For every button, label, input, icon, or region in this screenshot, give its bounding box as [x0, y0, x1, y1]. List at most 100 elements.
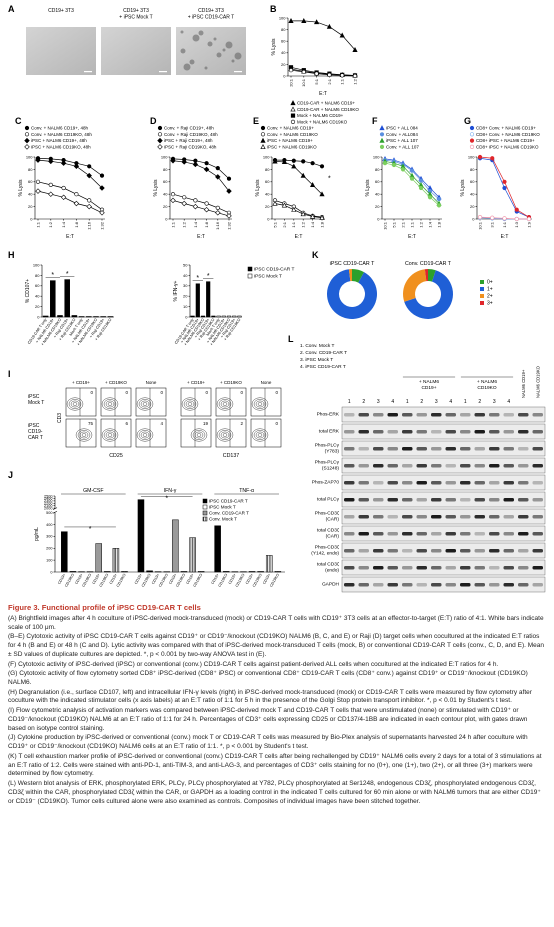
contour — [75, 428, 93, 442]
x-tick-label: 1:2 — [418, 221, 423, 227]
band — [431, 498, 442, 502]
y-tick-label: 0 — [50, 570, 52, 574]
image-caption: CD19+ 3T3 — [198, 8, 224, 14]
percentage: 0 — [205, 390, 208, 395]
contour-plot — [250, 418, 282, 448]
y-tick-label: 80 — [375, 167, 380, 172]
column-header: + CD19+ — [187, 380, 205, 385]
contour-plot — [135, 418, 167, 448]
row-label: (Y142, endo) — [311, 550, 339, 556]
y-tick-label: 60 — [28, 179, 33, 184]
contour — [70, 400, 80, 408]
column-header: None — [261, 380, 272, 385]
bar — [78, 316, 85, 318]
blot-strip — [341, 542, 546, 559]
x-tick-label: 1:3 — [514, 221, 519, 227]
marker — [260, 125, 266, 131]
caption-paragraph: (A) Brightfield images after 4 h cocultu… — [8, 614, 544, 631]
band — [445, 549, 456, 553]
contour — [101, 428, 119, 442]
cell-cluster — [213, 37, 217, 41]
legend-label: CD8+ Conv. + NALM6 CD19KO — [476, 132, 540, 137]
image-caption: CD19+ 3T3 — [123, 8, 149, 14]
band — [503, 532, 514, 536]
band — [518, 498, 529, 502]
cell-cluster — [207, 41, 213, 47]
contour — [257, 433, 263, 437]
contour — [220, 431, 230, 439]
x-tick-label: CD19+ — [185, 573, 194, 585]
band — [358, 430, 369, 434]
panel-label: H — [8, 250, 15, 260]
panel-label: I — [8, 369, 11, 379]
bar — [248, 571, 256, 573]
band — [503, 566, 514, 570]
y-tick-label: 100 — [279, 15, 286, 20]
panel-label: B — [270, 4, 277, 14]
marker — [170, 197, 176, 204]
band — [474, 464, 485, 468]
y-tick-label: 50 — [183, 262, 188, 267]
y-tick-label: 10 — [183, 304, 188, 309]
marker — [514, 207, 519, 212]
y-tick-label: 40 — [265, 192, 270, 197]
band — [489, 515, 500, 519]
band — [489, 498, 500, 502]
caption-paragraph: (H) Degranulation (i.e., surface CD107, … — [8, 688, 532, 705]
legend-label: CD19-CAR + NALM6 CD19KO — [297, 107, 359, 112]
y-tick-label: 2300 — [44, 499, 52, 503]
marker — [74, 192, 79, 197]
key-line: 4. iPSC CD19-CAR T — [300, 364, 346, 370]
blot-strip — [341, 491, 546, 508]
caption-paragraph: (L) Western blot analysis of ERK, phosph… — [8, 779, 541, 805]
band — [460, 532, 471, 536]
band — [474, 413, 485, 417]
contour — [218, 430, 232, 440]
row-label: Phos-ERK — [317, 412, 340, 418]
band — [445, 430, 456, 434]
bar — [222, 571, 230, 573]
cell-cluster — [189, 59, 195, 65]
contour — [222, 402, 228, 406]
band — [503, 498, 514, 502]
y-tick-label: 80 — [265, 167, 270, 172]
band — [373, 413, 384, 417]
band — [460, 566, 471, 570]
y-tick-label: 0 — [377, 216, 380, 221]
column-header: None — [146, 380, 157, 385]
legend-label: CD19-CAR + NALM6 CD19+ — [297, 101, 355, 106]
column-header: + CD19+ — [72, 380, 90, 385]
lane-number: 3 — [493, 399, 496, 405]
band — [416, 447, 427, 451]
band — [445, 515, 456, 519]
band — [358, 549, 369, 553]
bar — [232, 315, 237, 318]
contour — [253, 430, 267, 440]
percentage: 0 — [160, 390, 163, 395]
marker — [418, 178, 424, 183]
band — [460, 413, 471, 417]
band — [518, 549, 529, 553]
x-tick-label: 1:2 — [182, 221, 187, 227]
band — [402, 464, 413, 468]
image-caption: CD19+ 3T3 — [48, 8, 74, 14]
y-tick-label: 0 — [472, 216, 475, 221]
cell-cluster — [204, 66, 208, 70]
group-title: GM-CSF — [83, 488, 103, 494]
contour — [140, 400, 150, 408]
y-tick-label: 60 — [375, 179, 380, 184]
marker — [427, 195, 433, 200]
contour — [81, 433, 87, 437]
band — [532, 430, 543, 434]
band — [489, 583, 500, 587]
bar — [221, 315, 226, 318]
band — [373, 498, 384, 502]
band — [402, 515, 413, 519]
legend-label: Conv. CD19-CAR T — [209, 511, 249, 516]
cell-cluster — [234, 52, 242, 60]
band — [518, 430, 529, 434]
band — [445, 447, 456, 451]
contour — [218, 399, 232, 409]
x-tick-label: 1:2 — [301, 221, 306, 227]
y-tick-label: 300 — [46, 535, 52, 539]
